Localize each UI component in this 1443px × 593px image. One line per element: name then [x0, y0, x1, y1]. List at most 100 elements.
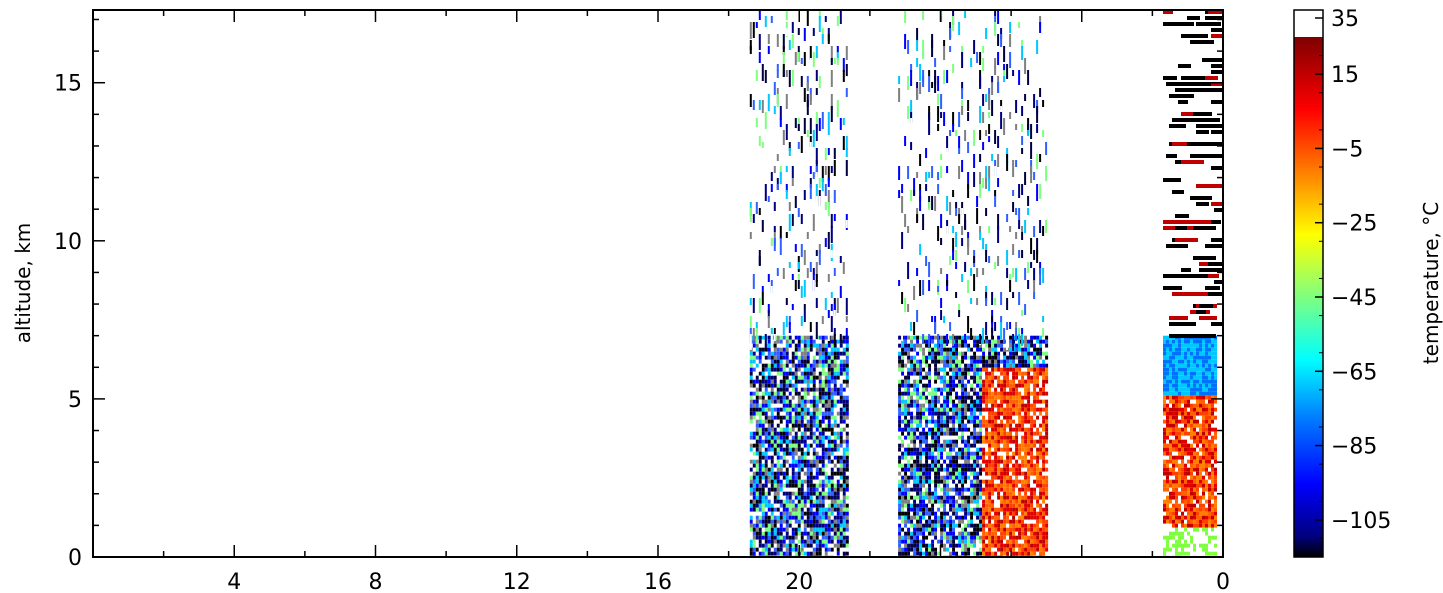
data-cell — [809, 166, 812, 174]
data-cell — [791, 359, 795, 364]
data-cell — [797, 535, 801, 540]
data-cell — [901, 423, 905, 428]
data-cell — [791, 483, 795, 488]
data-cell — [940, 407, 944, 412]
data-cell — [1012, 467, 1016, 472]
data-cell — [904, 371, 908, 376]
data-cell — [827, 375, 831, 380]
data-cell — [907, 435, 911, 440]
data-cell — [1006, 523, 1010, 528]
data-cell — [779, 511, 783, 516]
data-cell — [982, 463, 986, 468]
data-cell — [970, 339, 974, 344]
data-cell — [1036, 495, 1040, 500]
data-cell — [940, 543, 944, 548]
data-cell — [967, 491, 971, 496]
data-cell — [943, 455, 947, 460]
data-cell — [961, 399, 965, 404]
data-cell — [922, 527, 926, 532]
data-cell — [803, 447, 807, 452]
data-cell — [767, 551, 771, 556]
data-cell — [961, 539, 965, 544]
data-cell — [764, 415, 768, 420]
data-cell — [958, 347, 962, 352]
data-cell — [931, 335, 935, 340]
data-cell — [970, 519, 974, 524]
data-cell — [979, 427, 983, 432]
data-cell — [1015, 367, 1019, 372]
data-cell — [806, 539, 810, 544]
data-cell — [934, 347, 938, 352]
data-cell — [913, 495, 917, 500]
data-cell — [976, 399, 980, 404]
data-cell — [940, 387, 944, 392]
data-cell — [928, 511, 932, 516]
data-cell — [961, 415, 965, 420]
data-cell — [985, 379, 989, 384]
data-cell — [955, 467, 959, 472]
data-cell — [919, 543, 923, 548]
data-cell — [791, 539, 795, 544]
data-cell — [988, 483, 992, 488]
data-cell — [770, 387, 774, 392]
data-cell — [758, 431, 762, 436]
data-cell — [964, 479, 968, 484]
data-cell — [770, 511, 774, 516]
data-cell — [791, 250, 794, 259]
data-cell — [1021, 427, 1025, 432]
data-cell — [1003, 471, 1007, 476]
data-cell — [931, 367, 935, 372]
data-cell — [785, 395, 789, 400]
data-cell — [922, 367, 926, 372]
data-cell — [907, 343, 911, 348]
data-cell — [755, 527, 759, 532]
data-cell — [982, 495, 986, 500]
data-cell — [764, 551, 768, 556]
data-cell — [764, 423, 768, 428]
data-cell — [749, 527, 753, 532]
data-cell — [901, 339, 905, 344]
data-cell — [1018, 471, 1022, 476]
data-cell — [833, 459, 837, 464]
data-cell — [961, 351, 965, 356]
data-cell — [1000, 363, 1004, 368]
data-cell — [955, 531, 959, 536]
data-cell — [1042, 495, 1046, 500]
data-cell — [776, 367, 780, 372]
data-cell — [1033, 359, 1037, 364]
data-cell — [794, 447, 798, 452]
data-cell — [764, 286, 767, 293]
data-cell — [833, 551, 837, 556]
data-cell — [764, 367, 768, 372]
data-cell — [803, 419, 807, 424]
data-cell — [779, 543, 783, 548]
data-cell — [845, 415, 849, 420]
data-cell — [1033, 347, 1037, 352]
data-cell — [755, 503, 759, 508]
data-cell — [910, 395, 914, 400]
data-cell — [1045, 451, 1049, 456]
data-cell — [913, 367, 917, 372]
data-cell — [1027, 403, 1031, 408]
data-cell — [749, 447, 753, 452]
data-cell — [803, 190, 806, 200]
data-cell — [839, 495, 843, 500]
data-cell — [827, 483, 831, 488]
data-cell — [812, 172, 815, 179]
data-cell — [794, 411, 798, 416]
data-cell — [794, 435, 798, 440]
data-cell — [1033, 503, 1037, 508]
data-cell — [809, 403, 813, 408]
data-cell — [767, 383, 771, 388]
data-cell — [922, 343, 926, 348]
data-cell — [782, 351, 786, 356]
data-cell — [952, 379, 956, 384]
data-cell — [1027, 387, 1031, 392]
data-cell — [818, 196, 821, 212]
data-cell — [925, 427, 929, 432]
data-cell — [904, 551, 908, 556]
data-cell — [812, 280, 815, 297]
data-cell — [770, 459, 774, 464]
data-cell — [800, 363, 804, 368]
data-cell — [815, 431, 819, 436]
